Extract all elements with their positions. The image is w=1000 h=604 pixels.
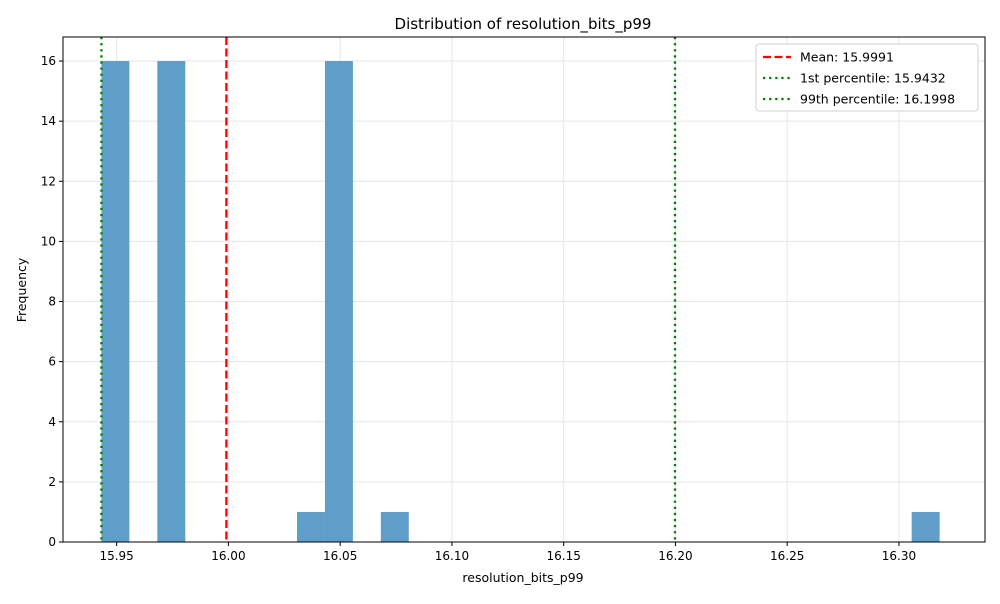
x-tick-label: 16.05 (323, 549, 357, 563)
legend-box (755, 43, 979, 112)
legend: Mean: 15.9991 1st percentile: 15.9432 99th… (755, 43, 979, 112)
x-tick-label: 16.10 (435, 549, 469, 563)
y-tick-label: 16 (41, 54, 56, 68)
x-tick-label: 16.25 (770, 549, 804, 563)
legend-entry-label: 99th percentile: 16.1998 (800, 92, 955, 107)
reference-lines (100, 37, 677, 542)
histogram-bar (380, 511, 409, 542)
y-tick-label: 2 (48, 475, 56, 489)
histogram-bar (297, 511, 325, 542)
histogram-bar (911, 511, 940, 542)
x-tick-label: 16.15 (546, 549, 580, 563)
x-axis-label: resolution_bits_p99 (462, 570, 583, 585)
y-tick-label: 10 (41, 234, 56, 248)
y-axis-label: Frequency (14, 257, 29, 322)
y-tick-label: 6 (48, 355, 56, 369)
x-tick-label: 16.30 (882, 549, 916, 563)
x-tick-label: 16.00 (211, 549, 245, 563)
chart-title: Distribution of resolution_bits_p99 (395, 15, 652, 34)
histogram-bar (324, 61, 353, 543)
x-tick-label: 15.95 (99, 549, 133, 563)
histogram-bars (101, 61, 940, 543)
x-axis-ticks: 15.95 16.00 16.05 16.10 16.15 16.20 16.25 16.30 (99, 542, 916, 563)
y-tick-label: 0 (48, 535, 56, 549)
plot-frame (62, 36, 986, 543)
y-tick-label: 14 (41, 114, 56, 128)
legend-entry-label: Mean: 15.9991 (800, 50, 894, 65)
y-tick-label: 12 (41, 174, 56, 188)
y-axis-ticks: 0 2 4 6 8 10 12 14 16 (41, 54, 63, 549)
histogram-bar (157, 61, 186, 543)
y-tick-label: 8 (48, 295, 56, 309)
grid-lines (63, 37, 985, 543)
y-tick-label: 4 (48, 415, 56, 429)
histogram-bar (101, 61, 130, 543)
x-tick-label: 16.20 (658, 549, 692, 563)
legend-entry-label: 1st percentile: 15.9432 (800, 71, 946, 86)
